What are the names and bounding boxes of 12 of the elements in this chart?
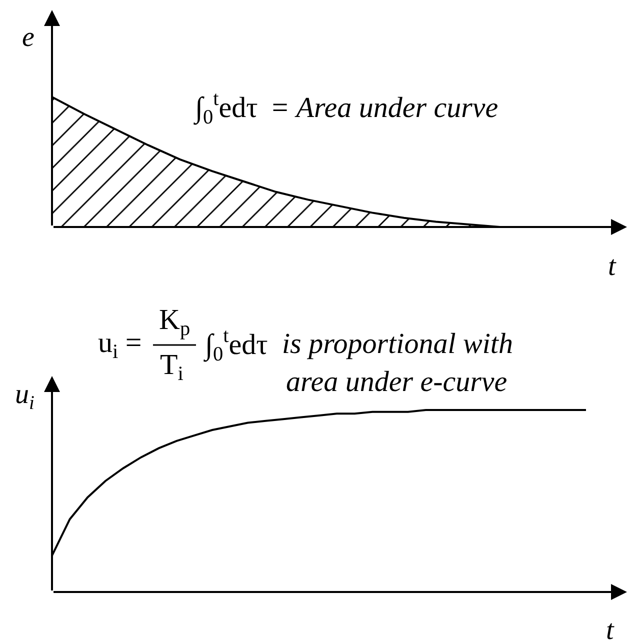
text: ∫$_{0}$$^{t}$edτ — [203, 325, 268, 366]
x-axis-title: t — [608, 251, 617, 282]
text: area under e-curve — [286, 366, 508, 398]
x-axis-title: t — [606, 615, 615, 641]
text: T$_{i}$ — [160, 349, 184, 386]
annotation: = Area under curve — [270, 92, 498, 124]
annotation: ∫$_{0}$$^{t}$edτ — [193, 88, 258, 128]
text: u$_{i}$ = — [98, 327, 142, 364]
text: K$_{p}$ — [159, 304, 190, 340]
y-axis-title: u$_{i}$ — [15, 379, 34, 414]
y-axis-title: e — [22, 22, 34, 53]
text: is proportional with — [282, 328, 513, 360]
